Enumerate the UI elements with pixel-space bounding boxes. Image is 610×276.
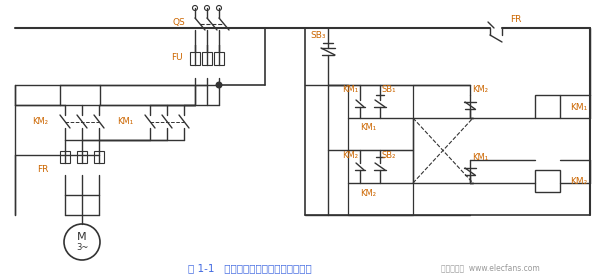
Circle shape	[204, 6, 209, 10]
Text: M: M	[77, 232, 87, 242]
Text: KM₁: KM₁	[360, 123, 376, 132]
Text: KM₂: KM₂	[342, 150, 358, 160]
Text: KM₁: KM₁	[117, 118, 133, 126]
Text: 电子发烧友  www.elecfans.com: 电子发烧友 www.elecfans.com	[440, 264, 539, 272]
Bar	[535, 170, 560, 192]
Text: QS: QS	[172, 17, 185, 26]
Bar	[60, 151, 70, 163]
Text: KM₁: KM₁	[570, 102, 587, 112]
Bar	[77, 151, 87, 163]
Text: SB₁: SB₁	[382, 86, 396, 94]
Text: FR: FR	[37, 166, 48, 174]
Circle shape	[216, 82, 222, 88]
Text: SB₂: SB₂	[382, 150, 396, 160]
Text: KM₁: KM₁	[472, 153, 488, 161]
Text: 图 1-1   带互锁的电机正反转控制原理图: 图 1-1 带互锁的电机正反转控制原理图	[188, 263, 312, 273]
Bar	[190, 52, 200, 65]
Text: FR: FR	[510, 15, 522, 25]
Text: SB₃: SB₃	[310, 31, 326, 41]
Circle shape	[193, 6, 198, 10]
Text: FU: FU	[171, 54, 183, 62]
Bar	[348, 85, 413, 150]
Text: KM₂: KM₂	[360, 189, 376, 198]
Text: KM₁: KM₁	[342, 86, 358, 94]
Text: 3~: 3~	[76, 243, 88, 251]
Text: KM₂: KM₂	[32, 118, 48, 126]
Bar	[214, 52, 224, 65]
Bar	[348, 150, 413, 215]
Text: KM₂: KM₂	[472, 86, 488, 94]
Bar	[202, 52, 212, 65]
Circle shape	[64, 224, 100, 260]
Text: KM₂: KM₂	[570, 176, 587, 185]
Bar	[535, 95, 560, 118]
Circle shape	[217, 6, 221, 10]
Bar	[94, 151, 104, 163]
